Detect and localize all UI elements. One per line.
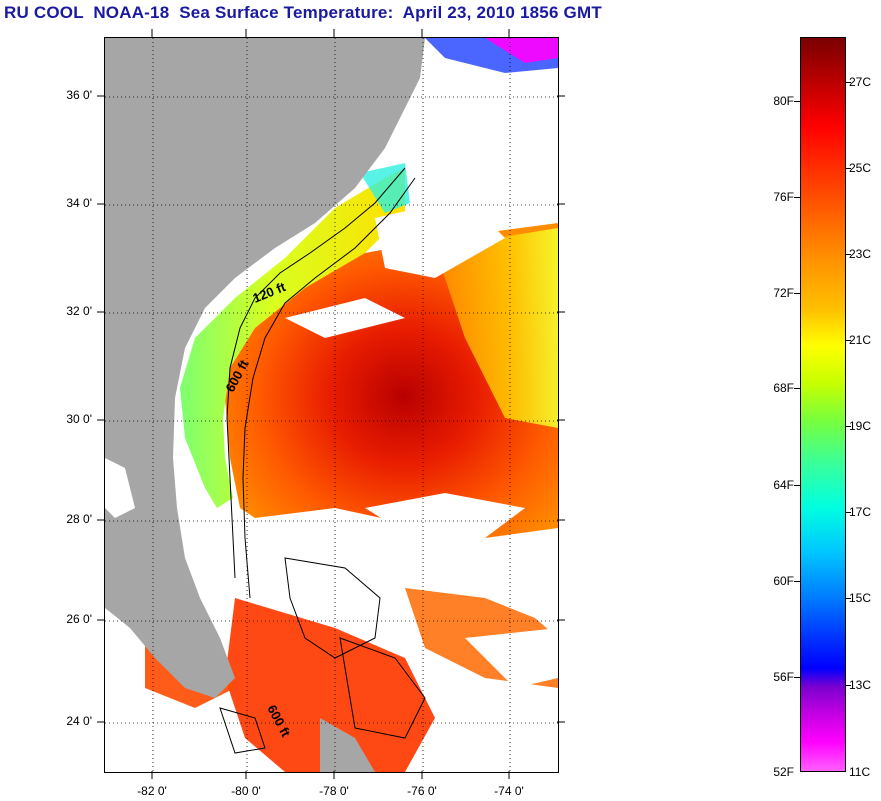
- colorbar-tick: [845, 426, 851, 427]
- colorbar-tick: [794, 581, 800, 582]
- colorbar-tick: [845, 512, 851, 513]
- map-title: RU COOL NOAA-18 Sea Surface Temperature:…: [4, 3, 602, 22]
- lat-label: 32 0': [66, 304, 92, 318]
- colorbar-f-label: 76F: [773, 190, 794, 204]
- colorbar-tick: [845, 598, 851, 599]
- colorbar-tick: [794, 197, 800, 198]
- lat-label: 26 0': [66, 612, 92, 626]
- lat-label: 24 0': [66, 714, 92, 728]
- land-mass: [105, 38, 425, 698]
- lat-label: 30 0': [66, 412, 92, 426]
- colorbar-f-label: 60F: [773, 574, 794, 588]
- colorbar-f-label: 68F: [773, 381, 794, 395]
- lat-label: 36 0': [66, 88, 92, 102]
- colorbar-tick: [794, 293, 800, 294]
- colorbar-c-label: 17C: [849, 505, 872, 519]
- lon-label: -82 0': [137, 784, 167, 798]
- colorbar-f-label: 56F: [773, 670, 794, 684]
- colorbar-tick: [845, 254, 851, 255]
- colorbar-tick: [845, 168, 851, 169]
- colorbar-tick: [794, 388, 800, 389]
- lat-label: 34 0': [66, 196, 92, 210]
- colorbar-tick: [794, 485, 800, 486]
- colorbar-c-label: 23C: [849, 247, 872, 261]
- colorbar-c-label: 21C: [849, 333, 872, 347]
- colorbar-tick: [845, 340, 851, 341]
- colorbar-c-label: 11C: [849, 765, 871, 779]
- lat-label: 28 0': [66, 512, 92, 526]
- colorbar-f-label: 72F: [773, 286, 794, 300]
- lon-label: -74 0': [494, 784, 524, 798]
- temperature-colorbar: [800, 37, 846, 772]
- colorbar-c-label: 19C: [849, 419, 872, 433]
- lon-label: -80 0': [231, 784, 261, 798]
- colorbar-c-label: 15C: [849, 591, 872, 605]
- colorbar-f-label: 80F: [773, 94, 794, 108]
- colorbar-c-label: 13C: [849, 678, 872, 692]
- colorbar-c-label: 27C: [849, 75, 872, 89]
- colorbar-c-label: 25C: [849, 161, 872, 175]
- colorbar-tick: [845, 685, 851, 686]
- colorbar-tick: [794, 101, 800, 102]
- lon-label: -76 0': [407, 784, 437, 798]
- lon-label: -78 0': [319, 784, 349, 798]
- sst-map: 120 ft 600 ft 600 ft: [104, 37, 559, 773]
- colorbar-tick: [845, 82, 851, 83]
- colorbar-tick: [794, 677, 800, 678]
- colorbar-f-label: 52F: [773, 765, 794, 779]
- colorbar-f-label: 64F: [773, 478, 794, 492]
